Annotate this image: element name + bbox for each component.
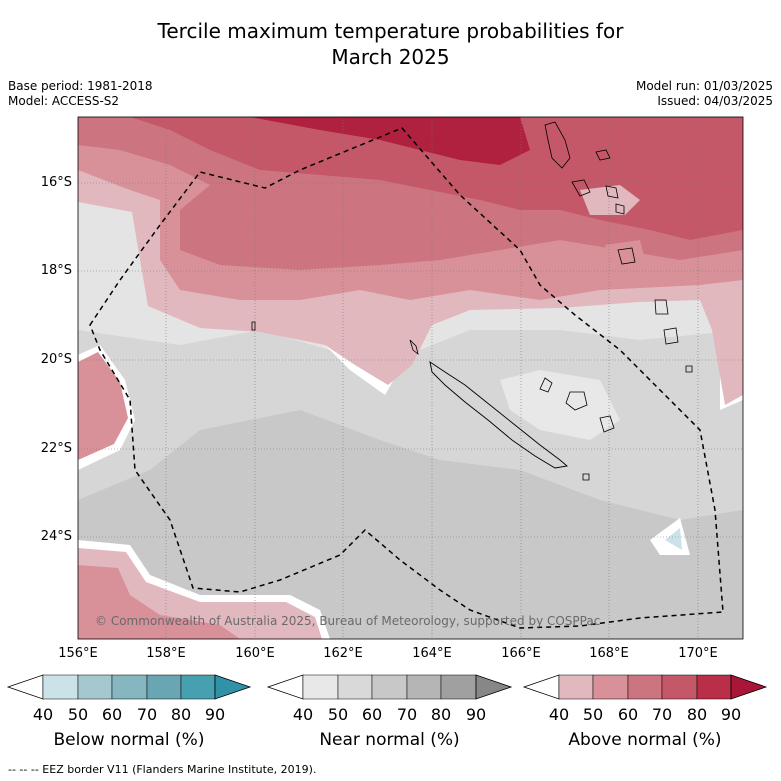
near-90-swatch [440, 674, 477, 700]
below-tick-40: 40 [32, 705, 54, 724]
malekula-island [571, 179, 591, 197]
near-tick-80: 80 [430, 705, 452, 724]
above-normal-label: Above normal (%) [568, 730, 722, 750]
model-run: Model run: 01/03/2025 [635, 79, 773, 93]
below-tick-60: 60 [101, 705, 123, 724]
near-normal-70 [78, 410, 743, 639]
above-tick-90: 90 [720, 705, 742, 724]
epi-island [615, 203, 625, 215]
maewo-island [595, 149, 611, 161]
below-normal-50-patch [665, 528, 682, 550]
loyalty-island-2 [565, 391, 588, 411]
base-period: Base period: 1981-2018 [8, 79, 153, 93]
lon-label-158e: 158°E [146, 646, 186, 661]
near-tick-40: 40 [292, 705, 314, 724]
above-tick-70: 70 [651, 705, 673, 724]
near-50-swatch [302, 674, 339, 700]
near-80-swatch [406, 674, 442, 700]
isle-of-pines [582, 473, 590, 481]
above-50-swatch [558, 674, 594, 700]
above-normal-patch-vanuatu [580, 185, 640, 215]
eez-border-line [89, 127, 724, 629]
above-normal-60-southwest [78, 565, 240, 639]
graticule [78, 117, 743, 639]
above-70-swatch [627, 674, 663, 700]
lat-label-20s: 20°S [40, 352, 72, 367]
above-normal-patch-vanuatu-2 [605, 240, 645, 262]
lon-label-164e: 164°E [412, 646, 452, 661]
probability-field [78, 117, 743, 639]
below-60-swatch [77, 674, 113, 700]
erromango-island [654, 299, 669, 315]
espiritu-santo [544, 121, 571, 169]
lat-label-24s: 24°S [40, 529, 72, 544]
map-frame [77, 116, 744, 640]
above-tick-50: 50 [582, 705, 604, 724]
right-metadata: Model run: 01/03/2025 Issued: 04/03/2025 [636, 79, 773, 109]
below-90-swatch [180, 674, 216, 700]
below-tick-50: 50 [67, 705, 89, 724]
lon-label-168e: 168°E [589, 646, 629, 661]
below-normal-label: Below normal (%) [53, 730, 205, 750]
efate-island [617, 247, 636, 265]
loyalty-island-1 [539, 377, 553, 393]
below-80-swatch [146, 674, 182, 700]
near-arrow-left [266, 674, 304, 700]
aneityum-island [685, 365, 693, 373]
eez-footnote: -- -- -- EEZ border V11 (Flanders Marine… [8, 763, 317, 776]
above-60-swatch [592, 674, 629, 700]
above-tick-80: 80 [686, 705, 708, 724]
near-arrow-right [475, 674, 513, 700]
below-tick-80: 80 [170, 705, 192, 724]
lon-label-166e: 166°E [501, 646, 541, 661]
lat-label-22s: 22°S [40, 441, 72, 456]
near-tick-90: 90 [465, 705, 487, 724]
above-80-swatch [661, 674, 698, 700]
issued-date: Issued: 04/03/2025 [657, 94, 773, 108]
near-tick-60: 60 [361, 705, 383, 724]
loyalty-island-3 [599, 415, 615, 433]
below-arrow-left [6, 674, 44, 700]
lat-label-18s: 18°S [40, 263, 72, 278]
colorbar-near-normal [266, 674, 513, 700]
above-tick-60: 60 [617, 705, 639, 724]
below-arrow-right [214, 674, 252, 700]
lon-label-160e: 160°E [235, 646, 275, 661]
above-90-swatch [696, 674, 732, 700]
below-50-swatch [42, 674, 79, 700]
title-line-2: March 2025 [331, 45, 450, 69]
model-name: Model: ACCESS-S2 [8, 94, 120, 108]
lon-label-170e: 170°E [678, 646, 718, 661]
chesterfield-islands [251, 321, 256, 331]
above-arrow-left [522, 674, 560, 700]
above-normal-90-north [250, 117, 530, 165]
map-title: Tercile maximum temperature probabilitie… [0, 18, 781, 70]
copyright-notice: © Commonwealth of Australia 2025, Bureau… [95, 614, 601, 628]
new-caledonia-coastline [429, 361, 569, 469]
near-60-swatch [337, 674, 373, 700]
near-tick-50: 50 [327, 705, 349, 724]
colorbar-above-normal [522, 674, 768, 700]
left-metadata: Base period: 1981-2018 Model: ACCESS-S2 [8, 79, 153, 109]
tanna-island [663, 327, 679, 345]
near-normal-label: Near normal (%) [319, 730, 460, 750]
colorbar-below-normal [6, 674, 252, 700]
lat-label-16s: 16°S [40, 175, 72, 190]
lon-label-162e: 162°E [323, 646, 363, 661]
ambrym-island [605, 185, 619, 199]
belep-islands [409, 339, 419, 356]
near-tick-70: 70 [396, 705, 418, 724]
near-70-swatch [371, 674, 408, 700]
above-arrow-right [730, 674, 768, 700]
below-tick-70: 70 [136, 705, 158, 724]
above-tick-40: 40 [548, 705, 570, 724]
title-line-1: Tercile maximum temperature probabilitie… [157, 19, 624, 43]
above-normal-60-west [78, 352, 128, 460]
below-tick-90: 90 [204, 705, 226, 724]
lon-label-156e: 156°E [58, 646, 98, 661]
below-70-swatch [111, 674, 148, 700]
near-normal-light-patch [500, 370, 620, 440]
